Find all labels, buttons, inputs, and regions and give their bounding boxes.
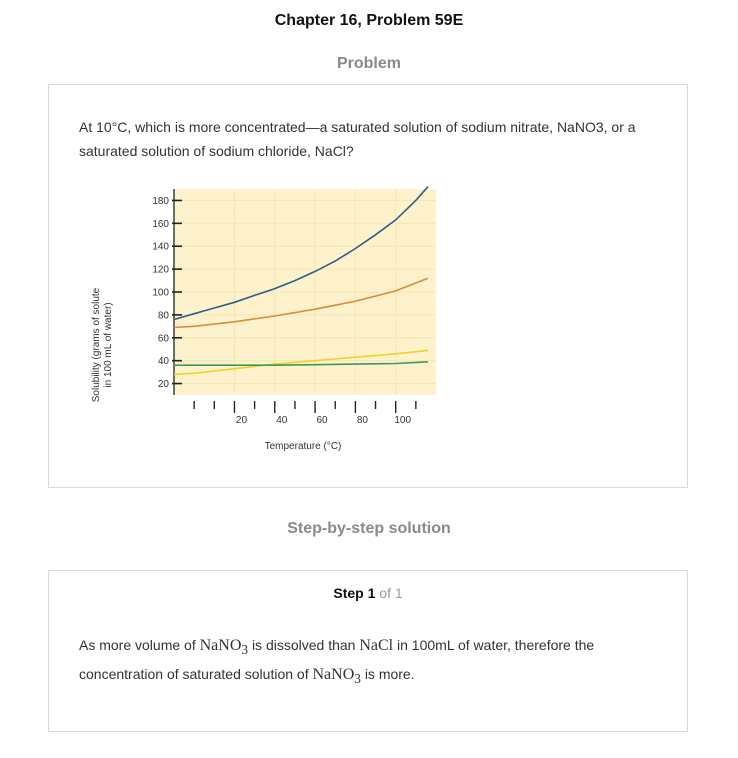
problem-card: At 10°C, which is more concentrated—a sa… [48,84,688,488]
formula-nano3-base: NaNO [199,637,242,654]
series-lines [173,186,429,376]
solution-heading: Step-by-step solution [287,520,451,537]
solution-text: As more volume of NaNO3 is dissolved tha… [79,633,669,691]
grid [174,189,436,395]
formula-nano3-sub-2: 3 [354,671,361,687]
step-number: 1 [367,585,376,601]
y-ticks: 20 40 60 80 100 120 140 160 180 [152,196,182,390]
problem-heading: Problem [336,55,401,72]
y-axis-label-line-1: Solubility (grams of solute [91,287,102,402]
x-tick-label-20: 20 [236,415,248,426]
y-tick-label-60: 60 [158,333,170,344]
step-label: Step 1 of 1 [49,585,687,601]
y-axis-label-line-2: in 100 mL of water) [103,302,114,387]
x-tick-label-80: 80 [357,415,369,426]
x-ticks: 20 40 60 80 100 [193,401,417,426]
y-tick-label-180: 180 [152,196,169,207]
y-axis-label: Solubility (grams of solute in 100 mL of… [91,287,114,402]
formula-nacl: NaCl [359,637,394,654]
page-title: Chapter 16, Problem 59E [274,12,464,29]
x-axis-label: Temperature (°C) [265,441,342,452]
step-word: Step [333,585,364,601]
y-tick-label-120: 120 [152,265,169,276]
y-tick-label-40: 40 [158,356,170,367]
series-line-kcl [173,349,428,376]
solution-text-3: in 100mL of water, therefore the concent… [79,637,595,683]
solution-text-2: is dissolved than [251,637,356,653]
formula-nano3-sub: 3 [241,642,249,658]
y-tick-label-100: 100 [152,288,169,299]
series-line-nacl [174,361,428,366]
step-of: of 1 [379,585,403,601]
series-line-licl [173,277,429,329]
solution-text-1: As more volume of [79,637,196,653]
y-tick-label-140: 140 [152,242,169,253]
problem-question: At 10°C, which is more concentrated—a sa… [79,119,636,159]
y-tick-label-20: 20 [158,379,170,390]
solution-text-4: is more. [364,666,415,683]
y-tick-label-160: 160 [152,219,169,230]
x-tick-label-40: 40 [276,415,288,426]
formula-nano3-base-2: NaNO [312,666,355,684]
y-tick-label-80: 80 [158,310,170,321]
x-tick-label-100: 100 [394,415,411,426]
series-line-nano3 [173,186,429,321]
formula-nano3: NaNO3 [199,637,249,658]
formula-nano3-second: NaNO3 [312,666,361,687]
x-tick-label-60: 60 [317,415,329,426]
solution-card: Step 1 of 1 As more volume of NaNO3 is d… [48,570,688,732]
